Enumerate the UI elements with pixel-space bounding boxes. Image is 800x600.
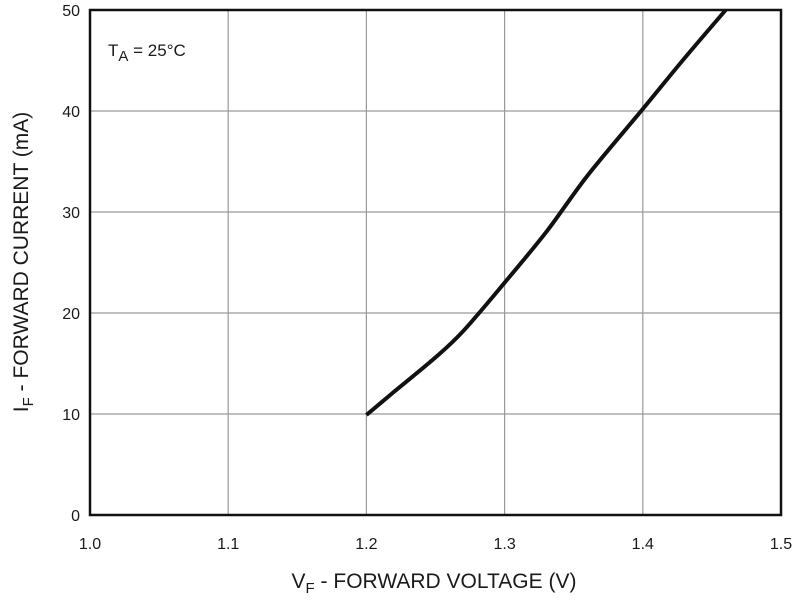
- y-tick-label: 20: [62, 306, 80, 323]
- series-line-0: [365, 8, 728, 417]
- x-tick-label: 1.3: [493, 536, 515, 553]
- y-axis-title-rest: - FORWARD CURRENT (mA): [10, 112, 33, 397]
- y-tick-label: 0: [71, 508, 80, 525]
- y-tick-label: 30: [62, 205, 80, 222]
- y-axis-title: IF - FORWARD CURRENT (mA): [10, 112, 37, 412]
- plot-frame: [88, 8, 783, 517]
- x-tick-labels: 1.0 1.1 1.2 1.3 1.4 1.5: [79, 536, 792, 553]
- y-axis-title-main: I: [10, 406, 33, 412]
- x-tick-label: 1.5: [770, 536, 792, 553]
- grid: [89, 9, 782, 516]
- annotation-main: T: [108, 41, 118, 60]
- y-tick-label: 50: [62, 3, 80, 20]
- annotation-rest: = 25°C: [128, 41, 185, 60]
- temperature-annotation: TA = 25°C: [108, 41, 186, 65]
- x-tick-label: 1.0: [79, 536, 101, 553]
- x-axis-title-main: V: [292, 570, 306, 593]
- x-axis-title-sub: F: [306, 580, 315, 597]
- x-axis-title-rest: - FORWARD VOLTAGE (V): [315, 570, 577, 593]
- annotation-sub: A: [118, 48, 128, 65]
- x-axis-title: VF - FORWARD VOLTAGE (V): [292, 570, 577, 597]
- y-axis-title-sub: F: [20, 397, 37, 406]
- y-tick-label: 40: [62, 104, 80, 121]
- x-tick-label: 1.2: [355, 536, 377, 553]
- x-tick-label: 1.1: [217, 536, 239, 553]
- y-tick-labels: 0 10 20 30 40 50: [62, 3, 80, 525]
- x-tick-label: 1.4: [632, 536, 654, 553]
- series-layer: [365, 8, 728, 417]
- y-tick-label: 10: [62, 407, 80, 424]
